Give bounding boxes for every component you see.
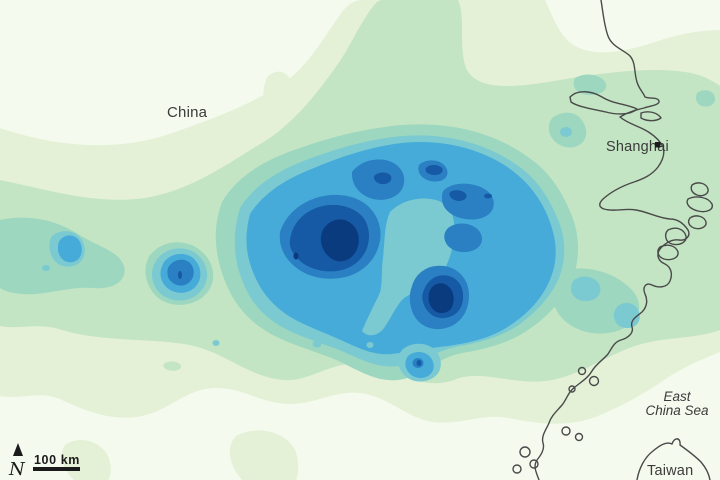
coastal-islet-outline (577, 366, 587, 376)
island-label-taiwan: Taiwan (647, 463, 693, 479)
coastal-islet-outline (561, 426, 571, 436)
scale-label: 100 km (34, 453, 80, 467)
zhoushan-island-outline (657, 244, 679, 261)
map-labels: China Shanghai East China Sea Taiwan (167, 104, 709, 479)
city-marker-shanghai (655, 142, 661, 148)
scale-bar (33, 467, 80, 471)
country-label-china: China (167, 104, 208, 121)
north-label: N (8, 459, 26, 480)
estuary-islet-outline (640, 111, 662, 122)
zhoushan-island-outline (690, 182, 709, 197)
estuary-island-outline (569, 91, 638, 115)
taiwan-outline (636, 438, 711, 480)
coastal-islet-outline (574, 432, 584, 442)
coastal-islet-outline (568, 385, 576, 393)
coastal-islet-outline (519, 446, 531, 458)
map-furniture: 100 km N (8, 142, 661, 480)
coastal-islet-outline (529, 459, 539, 469)
city-label-shanghai: Shanghai (606, 139, 669, 155)
zhoushan-island-outline (687, 215, 707, 230)
sea-label-line1: East (663, 389, 691, 404)
zhoushan-island-outline (664, 227, 687, 246)
coastal-islet-outline (588, 375, 600, 387)
north-arrow-icon (13, 443, 23, 456)
coastline (512, 0, 713, 480)
precip-level-8-region (293, 219, 454, 314)
zhoushan-island-outline (686, 196, 713, 213)
coastal-islet-outline (512, 464, 522, 474)
mainland-coast-outline (534, 0, 690, 480)
sea-label-line2: China Sea (645, 403, 709, 418)
